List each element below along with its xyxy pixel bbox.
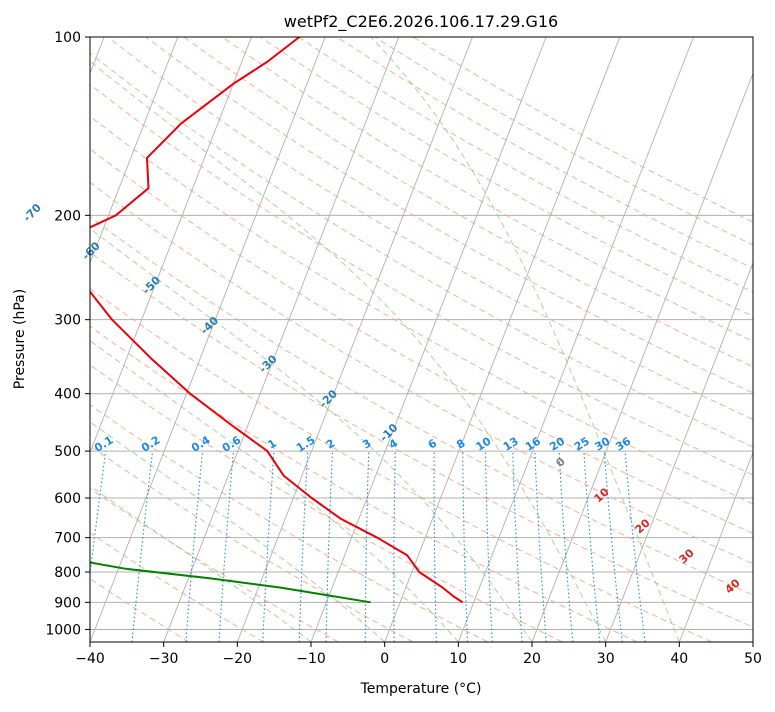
x-axis-label: Temperature (°C) <box>360 681 482 697</box>
x-tick-label: −20 <box>223 651 253 667</box>
x-tick-label: 10 <box>449 651 467 667</box>
x-tick-label: 40 <box>670 651 688 667</box>
x-tick-label: 30 <box>597 651 615 667</box>
chart-title: wetPf2_C2E6.2026.106.17.29.G16 <box>284 12 558 32</box>
y-tick-label: 300 <box>54 313 81 329</box>
y-tick-label: 100 <box>54 30 81 46</box>
y-tick-label: 800 <box>54 565 81 581</box>
y-axis-label: Pressure (hPa) <box>12 289 28 389</box>
x-tick-label: 50 <box>744 651 762 667</box>
x-tick-label: −10 <box>296 651 326 667</box>
y-tick-label: 700 <box>54 531 81 547</box>
y-tick-label: 1000 <box>45 622 81 638</box>
y-tick-label: 900 <box>54 595 81 611</box>
y-tick-label: 600 <box>54 491 81 507</box>
x-tick-label: −40 <box>75 651 105 667</box>
x-tick-label: 20 <box>523 651 541 667</box>
x-tick-label: 0 <box>380 651 389 667</box>
plot-area <box>90 37 753 642</box>
y-tick-label: 500 <box>54 444 81 460</box>
x-tick-label: −30 <box>149 651 179 667</box>
y-tick-label: 400 <box>54 387 81 403</box>
y-tick-label: 200 <box>54 208 81 224</box>
